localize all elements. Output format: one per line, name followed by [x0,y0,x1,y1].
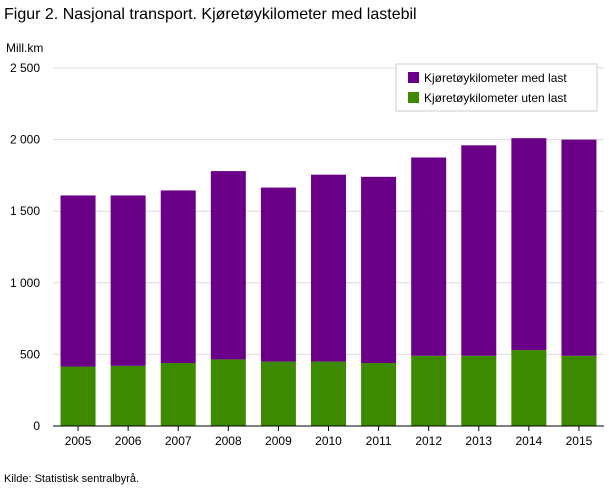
x-tick-label: 2006 [115,434,142,448]
legend-swatch [408,72,419,83]
bar-segment-med-last [411,157,447,356]
x-tick-label: 2010 [315,434,342,448]
bar-segment-med-last [311,174,346,362]
x-tick-label: 2009 [265,434,292,448]
x-tick-label: 2005 [65,434,92,448]
bar-segment-uten-last [511,350,547,426]
bar-segment-med-last [361,176,397,363]
bar-segment-med-last [210,171,246,360]
bar-segment-med-last [260,187,296,362]
bar-segment-uten-last [561,355,597,426]
bar-segment-med-last [110,195,146,366]
stacked-bar-chart: Mill.km 0 500 1 000 1 500 2 000 2 500 2005 2006 2… [6,41,604,448]
bar-segment-uten-last [461,355,497,426]
x-tick-label: 2007 [165,434,192,448]
x-tick-label: 2011 [366,434,392,448]
y-tick-label: 1 000 [10,276,40,290]
bar-segment-uten-last [411,355,447,426]
bar-segment-med-last [561,139,597,356]
bar-segment-med-last [160,190,196,363]
y-tick-label: 1 500 [10,204,40,218]
y-axis-label: Mill.km [6,41,43,55]
chart-title: Figur 2. Nasjonal transport. Kjøretøykil… [4,6,417,23]
bar-segment-med-last [461,145,497,356]
legend-swatch [408,92,419,103]
bar-segment-med-last [60,195,96,367]
y-tick-label: 2 000 [10,133,40,147]
bar-segment-uten-last [60,366,96,426]
source-note: Kilde: Statistisk sentralbyrå. [4,473,140,485]
x-tick-label: 2008 [215,434,242,448]
legend-label: Kjøretøykilometer uten last [424,91,567,105]
bar-segment-uten-last [260,361,296,426]
x-tick-label: 2015 [566,434,593,448]
legend-box [395,63,598,112]
bar-segment-uten-last [311,361,346,426]
y-tick-label: 500 [20,347,40,361]
bar-segment-uten-last [210,359,246,426]
y-tick-label: 2 500 [10,61,40,75]
x-tick-label: 2013 [465,434,492,448]
bar-segment-med-last [511,138,547,351]
x-tick-label: 2014 [516,434,543,448]
y-tick-label: 0 [33,419,40,433]
bar-segment-uten-last [160,362,196,426]
legend-label: Kjøretøykilometer med last [424,71,567,85]
x-tick-label: 2012 [415,434,442,448]
bar-segment-uten-last [110,365,146,426]
bar-segment-uten-last [361,362,397,426]
